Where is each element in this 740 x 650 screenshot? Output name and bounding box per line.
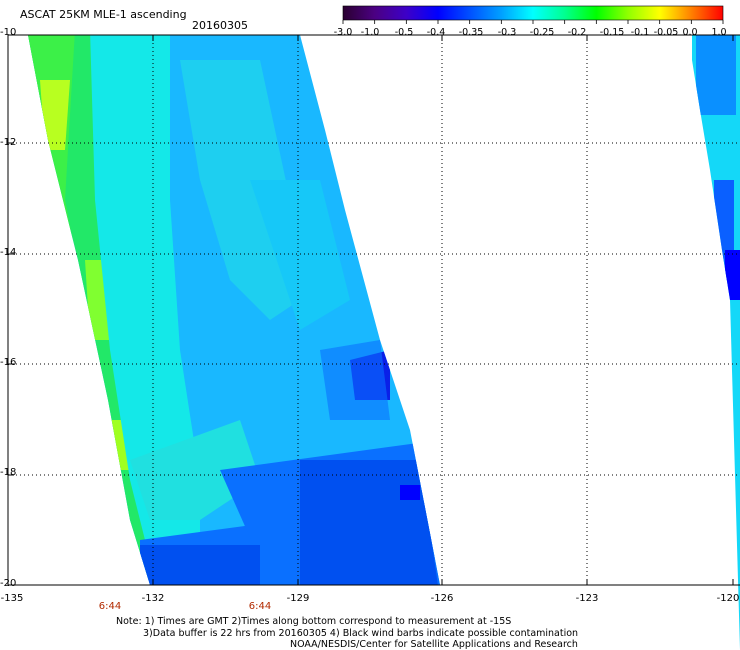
lat-label: -20 — [0, 578, 17, 589]
colorbar-gradient — [342, 5, 724, 21]
colorbar-label: 0.0 — [682, 27, 698, 38]
colorbar-label: -0.25 — [529, 27, 555, 38]
lat-label: -14 — [0, 247, 17, 258]
colorbar-label: -0.05 — [653, 27, 679, 38]
colorbar-label: -0.1 — [630, 27, 650, 38]
lon-label: -126 — [430, 593, 454, 604]
lon-label: -120 — [716, 593, 740, 604]
colorbar-label: -3.0 — [333, 27, 353, 38]
colorbar-label: -1.0 — [360, 27, 380, 38]
map-title: ASCAT 25KM MLE-1 ascending — [20, 8, 187, 21]
colorbar — [342, 5, 724, 24]
lon-label: -129 — [286, 593, 310, 604]
lat-label: -12 — [0, 137, 17, 148]
time-label: 6:44 — [98, 601, 122, 612]
lat-label: -16 — [0, 357, 17, 368]
colorbar-label: -0.2 — [567, 27, 587, 38]
note-line-3: NOAA/NESDIS/Center for Satellite Applica… — [290, 639, 578, 650]
swath-east — [692, 35, 740, 650]
lon-label: -132 — [141, 593, 165, 604]
time-label: 6:44 — [248, 601, 272, 612]
colorbar-label: -0.4 — [426, 27, 446, 38]
lat-label: -10 — [0, 27, 17, 38]
lon-label: -135 — [0, 593, 24, 604]
colorbar-label: -0.15 — [599, 27, 625, 38]
colorbar-label: -0.3 — [497, 27, 517, 38]
lon-label: -123 — [575, 593, 599, 604]
colorbar-label: -0.5 — [394, 27, 414, 38]
colorbar-label: 1.0 — [711, 27, 727, 38]
map-grid — [7, 34, 740, 586]
lat-label: -18 — [0, 467, 17, 478]
colorbar-label: -0.35 — [458, 27, 484, 38]
note-line-1: Note: 1) Times are GMT 2)Times along bot… — [116, 616, 512, 627]
note-line-2: 3)Data buffer is 22 hrs from 20160305 4)… — [143, 628, 579, 639]
map-date: 20160305 — [192, 19, 248, 32]
